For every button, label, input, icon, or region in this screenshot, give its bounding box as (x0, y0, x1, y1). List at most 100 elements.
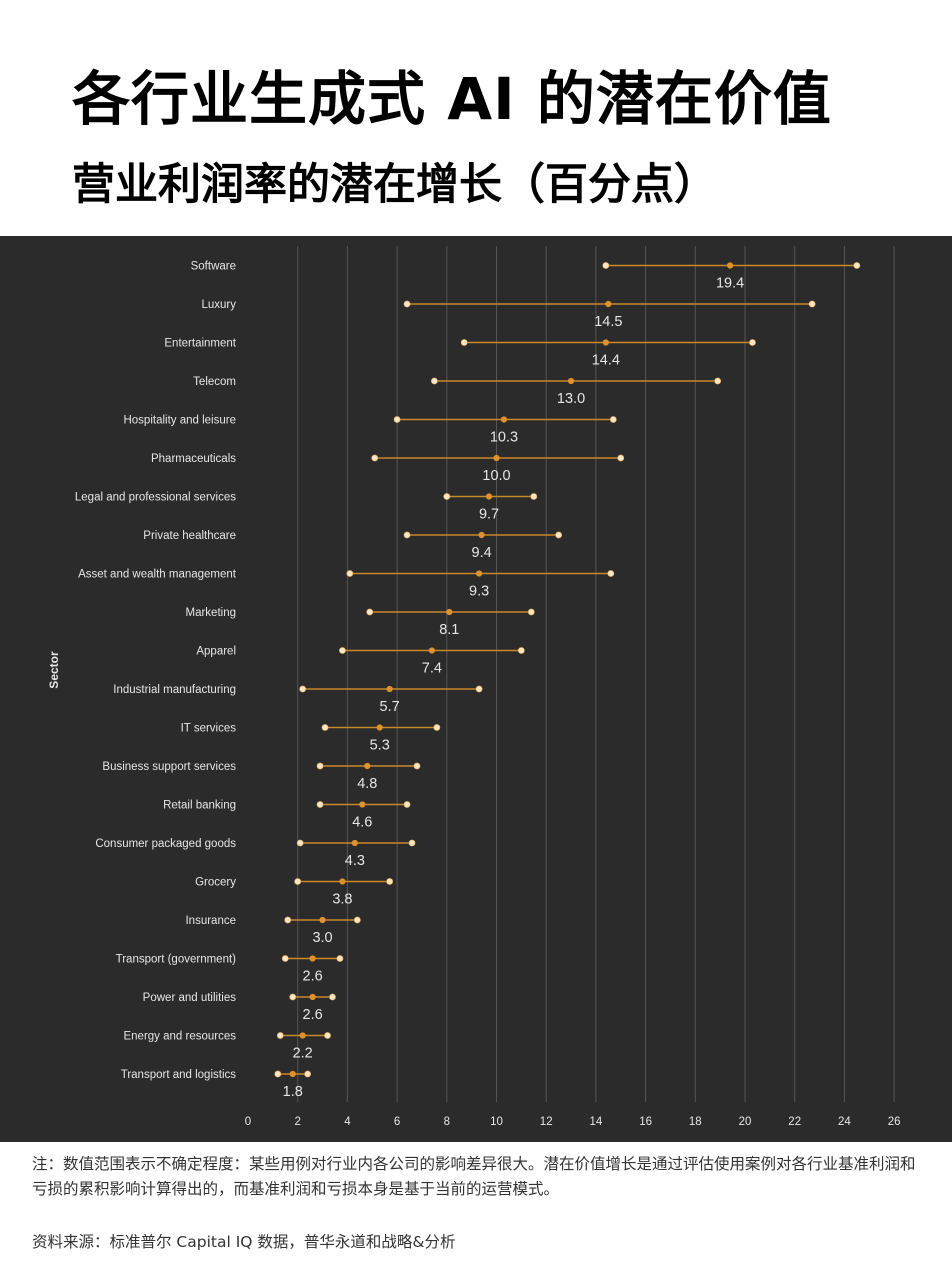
range-low-marker (296, 839, 304, 847)
sector-label: Pharmaceuticals (151, 453, 236, 465)
value-marker (359, 801, 366, 808)
value-marker (476, 570, 483, 577)
value-label: 4.3 (345, 853, 365, 869)
range-high-marker (527, 608, 535, 616)
value-label: 4.6 (352, 815, 372, 831)
x-tick-label: 12 (540, 1116, 553, 1128)
value-label: 14.5 (594, 314, 622, 330)
range-high-marker (714, 377, 722, 385)
value-label: 1.8 (283, 1084, 303, 1100)
range-high-marker (555, 531, 563, 539)
sector-label: Legal and professional services (75, 492, 236, 504)
chart-panel: 0 2 4 6 8 10 12 14 16 18 20 22 24 26 Software 19.4 Luxu… (0, 236, 952, 1142)
sector-label: Energy and resources (123, 1031, 236, 1043)
range-high-marker (408, 839, 416, 847)
range-high-marker (304, 1070, 312, 1078)
range-low-marker (430, 377, 438, 385)
sector-label: Telecom (193, 376, 236, 388)
value-label: 2.6 (303, 1007, 323, 1023)
range-low-marker (289, 993, 297, 1001)
value-marker (299, 1032, 306, 1039)
sector-label: Retail banking (163, 800, 236, 812)
range-high-marker (336, 955, 344, 962)
x-tick-label: 20 (739, 1116, 752, 1128)
range-low-marker (321, 724, 329, 731)
value-marker (605, 300, 612, 308)
value-label: 2.2 (293, 1046, 313, 1062)
sector-row: Transport and logistics 1.8 (121, 1069, 312, 1100)
range-low-marker (281, 955, 289, 962)
y-axis-label: Sector (47, 651, 61, 689)
range-low-marker (346, 570, 354, 577)
x-tick-label: 14 (590, 1116, 603, 1128)
sector-row: Consumer packaged goods 4.3 (95, 838, 416, 869)
x-tick-label: 10 (490, 1116, 503, 1128)
value-marker (351, 839, 358, 847)
sector-label: Grocery (195, 877, 236, 889)
value-marker (567, 377, 575, 385)
footnote: 注：数值范围表示不确定程度：某些用例对行业内各公司的影响差异很大。潜在价值增长是… (32, 1155, 916, 1198)
sector-row: Power and utilities 2.6 (143, 992, 336, 1023)
sector-row: Legal and professional services 9.7 (75, 492, 538, 523)
value-label: 4.8 (357, 776, 377, 792)
range-low-marker (284, 916, 292, 924)
value-marker (428, 647, 435, 654)
sector-label: Apparel (196, 646, 236, 658)
x-tick-label: 22 (788, 1116, 801, 1128)
range-low-marker (276, 1032, 284, 1039)
value-label: 3.8 (332, 892, 352, 908)
sector-row: Retail banking 4.6 (163, 800, 411, 831)
sector-label: IT services (181, 723, 237, 735)
value-marker (446, 608, 453, 616)
sector-label: Entertainment (164, 338, 236, 350)
value-label: 8.1 (439, 622, 459, 638)
sector-label: Private healthcare (143, 530, 236, 542)
range-high-marker (617, 454, 625, 462)
range-low-marker (393, 416, 401, 423)
range-low-marker (274, 1070, 282, 1078)
range-high-marker (607, 570, 615, 577)
value-label: 9.3 (469, 584, 489, 600)
value-label: 14.4 (592, 353, 620, 369)
sector-label: Insurance (185, 915, 236, 927)
range-high-marker (749, 339, 756, 346)
x-tick-layer: 0 2 4 6 8 10 12 14 16 18 20 22 24 26 (245, 1116, 901, 1128)
value-label: 5.7 (380, 699, 400, 715)
range-high-marker (353, 916, 361, 924)
sector-label: Transport and logistics (121, 1069, 237, 1081)
range-low-marker (294, 878, 302, 885)
x-tick-label: 2 (294, 1116, 300, 1128)
range-low-marker (371, 454, 379, 462)
sector-row: Private healthcare 9.4 (143, 530, 563, 561)
range-high-marker (475, 685, 483, 693)
row-layer: Software 19.4 Luxury 14.5 Entertainment 14.4 T… (75, 261, 861, 1100)
sector-row: Pharmaceuticals 10.0 (151, 453, 625, 484)
x-tick-label: 16 (639, 1116, 652, 1128)
sector-label: Hospitality and leisure (123, 415, 236, 427)
x-tick-label: 26 (888, 1116, 901, 1128)
range-high-marker (403, 801, 411, 808)
sector-row: Insurance 3.0 (185, 915, 361, 946)
sector-row: Business support services 4.8 (102, 761, 421, 792)
value-label: 13.0 (557, 391, 585, 407)
range-high-marker (386, 878, 394, 885)
value-marker (478, 531, 485, 539)
range-low-marker (366, 608, 374, 616)
sector-label: Asset and wealth management (78, 569, 237, 581)
value-label: 10.0 (482, 468, 510, 484)
value-marker (339, 878, 346, 885)
range-low-marker (403, 300, 411, 308)
value-marker (386, 685, 393, 693)
sector-row: Entertainment 14.4 (164, 338, 756, 369)
sector-row: Transport (government) 2.6 (116, 954, 344, 985)
sector-row: Asset and wealth management 9.3 (78, 569, 615, 600)
value-marker (493, 454, 500, 462)
value-label: 2.6 (303, 969, 323, 985)
source-note: 资料来源：标准普尔 Capital IQ 数据，普华永道和战略&分析 (32, 1233, 456, 1251)
sector-label: Transport (government) (116, 954, 237, 966)
page-title: 各行业生成式 AI 的潜在价值 (72, 65, 832, 133)
x-tick-label: 0 (245, 1116, 251, 1128)
range-high-marker (413, 762, 421, 770)
range-low-marker (316, 801, 324, 808)
value-marker (309, 993, 316, 1001)
